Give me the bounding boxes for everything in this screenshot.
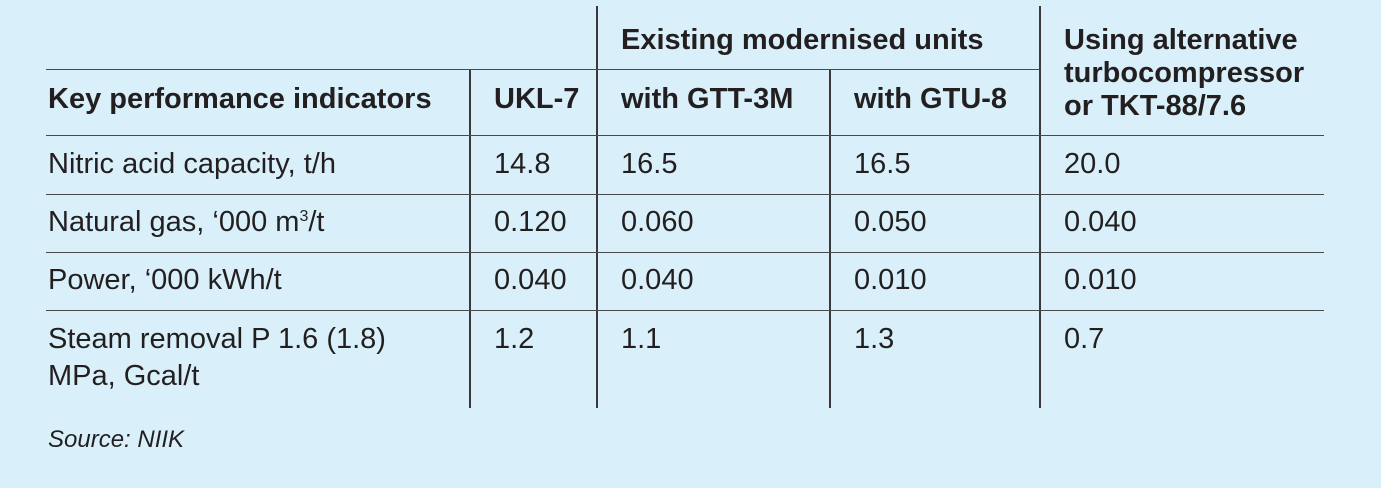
gtu-column-header: with GTU-8 [854,83,1008,115]
row-label-natural-gas: Natural gas, ‘000 m3/t [48,206,325,238]
alt-header-line-1: Using alternative [1064,24,1298,56]
source-note: Source: NIIK [48,426,185,453]
cell-gtt: 0.060 [621,206,694,238]
cell-gtt: 0.040 [621,264,694,296]
row-divider [46,310,1324,311]
column-divider [1039,6,1041,408]
alt-header-line-3: or TKT-88/7.6 [1064,90,1247,122]
column-divider [596,6,598,408]
row-divider [46,69,1041,70]
column-divider [829,70,831,408]
gtt-column-header: with GTT-3M [621,83,794,115]
kpi-column-header: Key performance indicators [48,83,432,115]
cell-gtt: 1.1 [621,323,662,355]
cell-ukl: 14.8 [494,148,551,180]
group-header-existing-units: Existing modernised units [621,24,984,56]
column-divider [469,70,471,408]
row-label-capacity: Nitric acid capacity, t/h [48,148,336,180]
row-label-steam-line-1: Steam removal P 1.6 (1.8) [48,323,386,355]
cell-ukl: 0.120 [494,206,567,238]
cell-alt: 0.7 [1064,323,1105,355]
row-divider [46,194,1324,195]
row-label-power: Power, ‘000 kWh/t [48,264,282,296]
cell-gtu: 0.010 [854,264,927,296]
ukl-column-header: UKL-7 [494,83,580,115]
cell-gtu: 1.3 [854,323,895,355]
cell-alt: 0.040 [1064,206,1137,238]
cell-alt: 0.010 [1064,264,1137,296]
alt-header-line-2: turbocompressor [1064,57,1305,89]
cell-gtu: 0.050 [854,206,927,238]
cell-ukl: 0.040 [494,264,567,296]
cell-gtt: 16.5 [621,148,678,180]
cell-ukl: 1.2 [494,323,535,355]
row-label-steam-line-2: MPa, Gcal/t [48,360,200,392]
row-divider [46,252,1324,253]
cell-gtu: 16.5 [854,148,911,180]
cell-alt: 20.0 [1064,148,1121,180]
row-divider [46,135,1324,136]
